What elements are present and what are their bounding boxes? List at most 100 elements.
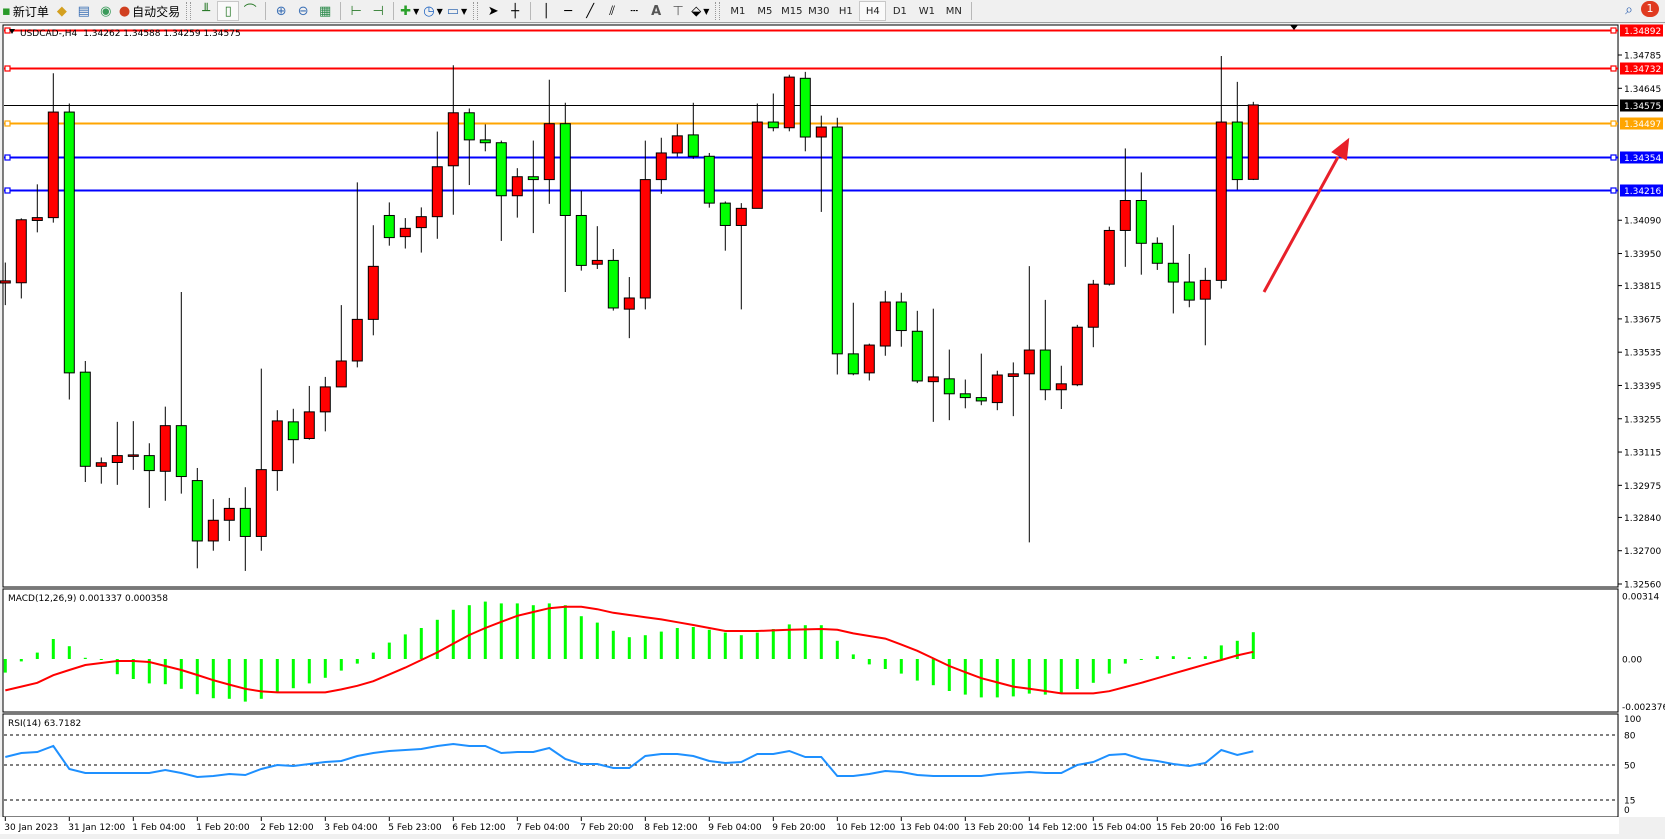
trend-arrow-icon[interactable] (1262, 137, 1350, 293)
macd-histogram-bar (963, 659, 967, 695)
signals-button[interactable]: ◉ (95, 1, 117, 21)
candle-body (95, 462, 107, 467)
time-label: 14 Feb 12:00 (1028, 823, 1087, 833)
level-handle[interactable] (4, 120, 11, 127)
fibonacci-expansion-button[interactable]: ⫽ (601, 1, 623, 21)
rsi-axis-label: 80 (1624, 732, 1636, 742)
text-label-icon: ⊤ (672, 3, 684, 19)
macd-histogram-bar (163, 659, 167, 685)
line-chart-button[interactable]: ⌒ (239, 1, 261, 21)
macd-axis-label: -0.002376 (1622, 703, 1665, 713)
time-axis[interactable] (0, 817, 1619, 834)
candlestick-button[interactable]: ▯ (217, 1, 240, 21)
auto-scroll-button[interactable]: ⊢ (345, 1, 367, 21)
text-button[interactable]: A (645, 1, 667, 21)
candle (751, 103, 763, 209)
timeframe-m1[interactable]: M1 (730, 5, 746, 17)
candle (959, 379, 971, 409)
macd-axis-label: 0.00 (1622, 656, 1642, 666)
notifications-icon[interactable]: 1 (1641, 1, 1659, 17)
macd-histogram-bar (563, 605, 567, 659)
text-icon: A (651, 3, 662, 19)
candle-body (591, 259, 603, 265)
arrows-button[interactable]: ⬙ ▼ (689, 1, 711, 21)
timeframe-m30[interactable]: M30 (808, 5, 830, 17)
toolbar-grip[interactable] (473, 2, 479, 20)
timeframe-m5[interactable]: M5 (757, 5, 773, 17)
level-price-label: 1.34892 (1624, 27, 1661, 37)
macd-histogram-bar (1043, 659, 1047, 695)
candle (783, 74, 795, 132)
trendline-button[interactable]: ╱ (579, 1, 601, 21)
macd-histogram-bar (131, 659, 135, 679)
candle (223, 497, 235, 541)
cursor-button[interactable]: ➤ (482, 1, 504, 21)
time-label: 9 Feb 04:00 (708, 823, 762, 833)
chart-shift-button[interactable]: ⊣ (367, 1, 389, 21)
level-handle[interactable] (1610, 120, 1617, 127)
candle-body (79, 371, 91, 467)
candle-body (431, 166, 443, 218)
zoom-in-button[interactable]: ⊕ (270, 1, 292, 21)
templates-button[interactable]: ▭ ▼ (445, 1, 469, 21)
level-handle[interactable] (4, 187, 11, 194)
time-label: 31 Jan 12:00 (68, 823, 125, 833)
candle (975, 353, 987, 406)
zoom-out-button[interactable]: ⊖ (292, 1, 314, 21)
level-handle[interactable] (4, 65, 11, 72)
macd-histogram-bar (547, 603, 551, 659)
level-handle[interactable] (4, 154, 11, 161)
rsi-axis-label: 100 (1624, 715, 1641, 725)
tile-windows-button[interactable]: ▦ (314, 1, 336, 21)
chart-shift-marker-icon[interactable] (1290, 25, 1298, 30)
candle (1103, 226, 1115, 286)
search-icon[interactable]: ⌕ (1625, 2, 1633, 18)
macd-histogram-bar (867, 659, 871, 665)
timeframe-h4[interactable]: H4 (859, 1, 887, 21)
price-tick-label: 1.34785 (1624, 51, 1661, 61)
vertical-line-icon: │ (542, 3, 551, 19)
level-handle[interactable] (1610, 154, 1617, 161)
candle (0, 262, 11, 306)
level-handle[interactable] (1610, 27, 1617, 34)
toolbar-grip[interactable] (715, 2, 721, 20)
indicators-button[interactable]: ✚ ▼ (398, 1, 421, 21)
timeframe-w1[interactable]: W1 (918, 5, 935, 17)
text-label-button[interactable]: ⊤ (667, 1, 689, 21)
market-watch-button[interactable]: ◆ (51, 1, 73, 21)
horizontal-line-button[interactable]: ─ (557, 1, 579, 21)
candle (351, 182, 363, 368)
macd-histogram-bar (803, 625, 807, 659)
timeframe-d1[interactable]: D1 (892, 5, 907, 17)
level-handle[interactable] (1610, 187, 1617, 194)
level-price-tag (1620, 24, 1663, 37)
bar-chart-button[interactable]: ╨ (195, 1, 217, 21)
timeframe-m15[interactable]: M15 (781, 5, 803, 17)
timeframe-h1[interactable]: H1 (838, 5, 853, 17)
chevron-down-icon: ▼ (436, 6, 443, 16)
candle (831, 117, 843, 375)
navigator-button[interactable]: ▤ (73, 1, 95, 21)
macd-histogram-bar (147, 659, 151, 684)
price-tick-label: 1.33115 (1624, 449, 1661, 459)
periods-button[interactable]: ◷ ▼ (421, 1, 445, 21)
fibonacci-fan-button[interactable]: ┄ (623, 1, 645, 21)
crosshair-button[interactable]: ┼ (504, 1, 526, 21)
candle (1087, 279, 1099, 348)
candle (1215, 55, 1227, 289)
new-order-label: 新订单 (12, 4, 49, 19)
vertical-line-button[interactable]: │ (535, 1, 557, 21)
level-handle[interactable] (4, 27, 11, 34)
toolbar-grip[interactable] (186, 2, 192, 20)
time-label: 8 Feb 12:00 (644, 823, 698, 833)
new-order-button[interactable]: ▪ 新订单 (0, 1, 51, 21)
candle-body (0, 280, 11, 284)
collapse-triangle-icon[interactable] (9, 29, 15, 34)
level-handle[interactable] (1610, 65, 1617, 72)
timeframe-mn[interactable]: MN (945, 5, 962, 17)
auto-trading-button[interactable]: ● 自动交易 (117, 1, 182, 21)
candle (543, 79, 555, 204)
macd-histogram-bar (739, 635, 743, 659)
macd-histogram-bar (211, 659, 215, 699)
